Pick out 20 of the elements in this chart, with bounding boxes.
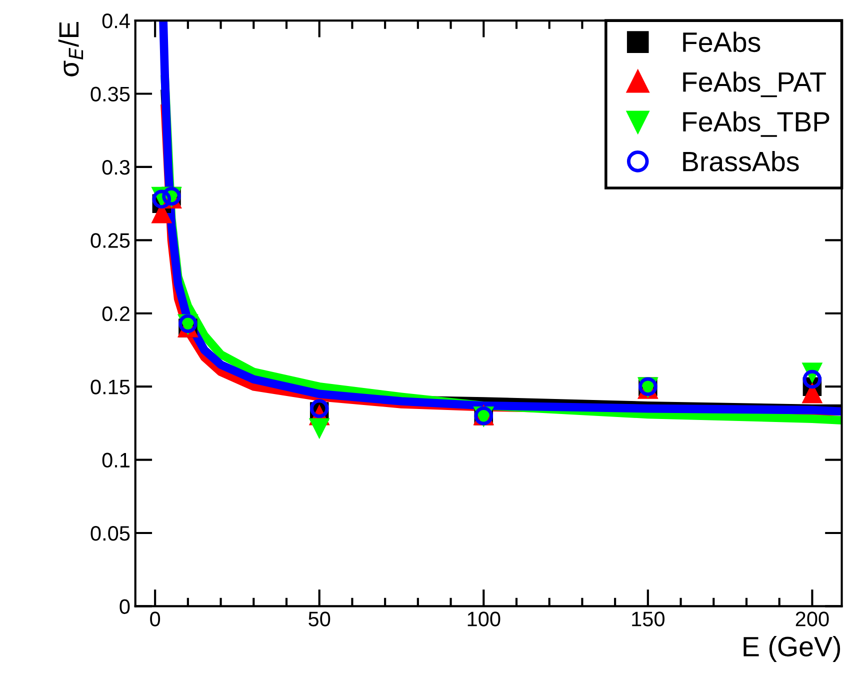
y-tick-label: 0.4 bbox=[102, 14, 130, 28]
y-tick-label: 0.3 bbox=[102, 160, 130, 175]
y-tick-label: 0.2 bbox=[102, 306, 130, 322]
x-tick-label: 150 bbox=[632, 612, 664, 626]
x-tick-label: 0 bbox=[150, 612, 160, 626]
y-tick-label: 0.05 bbox=[90, 526, 130, 541]
legend-label: FeAbs bbox=[683, 32, 760, 52]
y-tick-label: 0.15 bbox=[90, 380, 130, 394]
legend-label: FeAbs_PAT bbox=[683, 71, 826, 98]
y-tick-label: 0.25 bbox=[90, 233, 130, 248]
legend-label: BrassAbs bbox=[683, 151, 799, 172]
x-tick-label: 100 bbox=[468, 612, 500, 626]
x-tick-label: 50 bbox=[308, 612, 330, 626]
y-tick-label: 0.35 bbox=[90, 86, 130, 102]
y-axis-title: σ$_{E}$/E bbox=[58, 22, 84, 76]
legend-label: FeAbs_TBP bbox=[683, 111, 830, 137]
y-tick-label: 0.1 bbox=[102, 452, 130, 468]
x-axis-title: E (GeV) bbox=[744, 636, 840, 662]
x-tick-label: 200 bbox=[796, 612, 829, 626]
y-tick-label: 0 bbox=[120, 599, 130, 614]
